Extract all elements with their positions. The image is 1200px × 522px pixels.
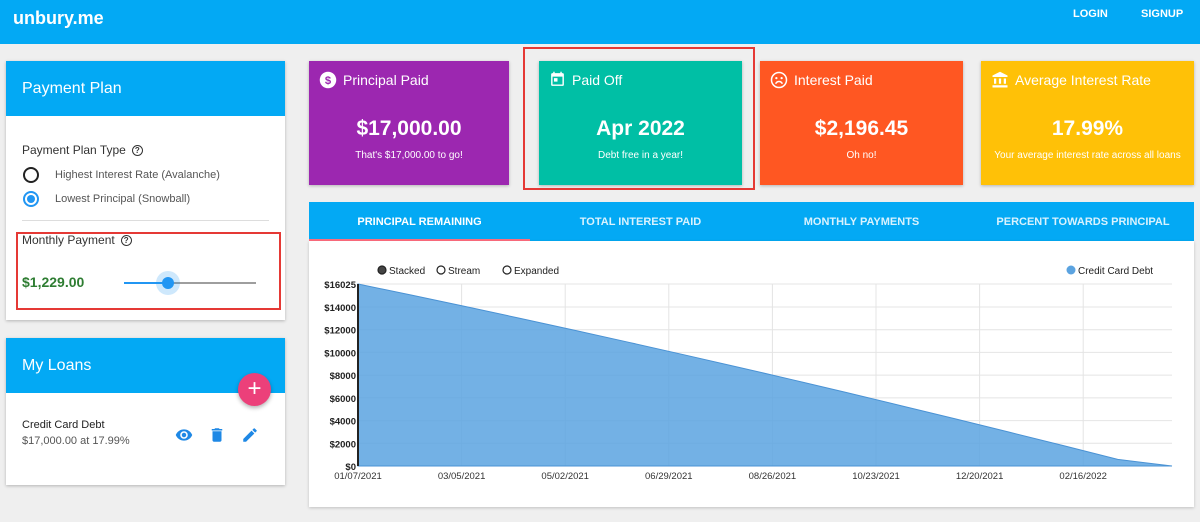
average-interest-sub: Your average interest rate across all lo… <box>994 150 1181 161</box>
average-interest-title: Average Interest Rate <box>1015 72 1151 88</box>
loan-name: Credit Card Debt <box>22 419 105 431</box>
monthly-payment-label: Monthly Payment? <box>22 233 132 247</box>
average-interest-card: Average Interest Rate 17.99% Your averag… <box>981 61 1194 185</box>
radio-snowball[interactable]: Lowest Principal (Snowball) <box>23 191 190 207</box>
eye-icon[interactable] <box>174 426 194 444</box>
payment-plan-type-label: Payment Plan Type? <box>22 143 143 157</box>
top-bar: unbury.me LOGIN SIGNUP <box>0 0 1200 44</box>
radio-avalanche[interactable]: Highest Interest Rate (Avalanche) <box>23 167 220 183</box>
monthly-payment-slider[interactable] <box>124 271 256 295</box>
add-loan-button[interactable]: + <box>238 373 271 406</box>
principal-paid-header: $ Principal Paid <box>319 71 429 89</box>
help-icon[interactable]: ? <box>131 145 143 156</box>
chart-tabs: PRINCIPAL REMAINING TOTAL INTEREST PAID … <box>309 202 1194 241</box>
y-tick-label: $14000 <box>324 303 356 314</box>
signup-link[interactable]: SIGNUP <box>1141 8 1184 20</box>
chart-mode-label-stream[interactable]: Stream <box>448 266 480 277</box>
y-tick-label: $4000 <box>330 417 356 428</box>
payment-plan-type-text: Payment Plan Type <box>22 143 126 157</box>
paid-off-sub: Debt free in a year! <box>597 150 684 161</box>
bank-icon <box>992 71 1008 88</box>
chart-axes: $0 $2000 $4000 $6000 $8000 $10000 $12000 $14000… <box>324 280 1107 482</box>
chart-mode-controls: Stacked Stream Expanded <box>377 265 559 277</box>
x-tick-label: 02/16/2022 <box>1059 471 1107 482</box>
y-tick-label: $10000 <box>324 348 356 359</box>
login-link[interactable]: LOGIN <box>1073 8 1108 20</box>
interest-paid-sub: Oh no! <box>846 150 877 161</box>
help-icon[interactable]: ? <box>120 235 132 246</box>
payment-plan-card: Payment Plan Payment Plan Type? Highest … <box>6 61 285 320</box>
x-tick-label: 08/26/2021 <box>749 471 797 482</box>
interest-paid-value: $2,196.45 <box>814 117 909 140</box>
chart-mode-label-expanded[interactable]: Expanded <box>514 266 559 277</box>
interest-paid-card: Interest Paid $2,196.45 Oh no! <box>760 61 963 185</box>
chart-legend: Credit Card Debt <box>1066 265 1153 277</box>
payment-plan-title: Payment Plan <box>6 61 285 116</box>
monthly-payment-text: Monthly Payment <box>22 233 115 247</box>
interest-paid-title: Interest Paid <box>794 72 873 88</box>
tab-monthly-payments[interactable]: MONTHLY PAYMENTS <box>803 216 920 228</box>
y-tick-label: $12000 <box>324 326 356 337</box>
chart-mode-radio-stream[interactable] <box>436 265 446 275</box>
chart-mode-radio-stacked[interactable] <box>377 265 387 275</box>
slider-thumb[interactable] <box>161 277 174 289</box>
x-tick-label: 03/05/2021 <box>438 471 486 482</box>
y-tick-label: $2000 <box>330 439 356 450</box>
radio-avalanche-label: Highest Interest Rate (Avalanche) <box>55 169 220 181</box>
tab-percent-towards-principal[interactable]: PERCENT TOWARDS PRINCIPAL <box>996 216 1170 228</box>
chart-mode-radio-expanded[interactable] <box>502 265 512 275</box>
area-series-credit-card-debt <box>357 283 1173 467</box>
active-tab-indicator <box>309 239 530 241</box>
principal-paid-card: $ Principal Paid $17,000.00 That's $17,0… <box>309 61 509 185</box>
svg-text:$: $ <box>325 75 332 87</box>
calendar-icon <box>551 71 564 86</box>
x-tick-label: 05/02/2021 <box>541 471 589 482</box>
legend-swatch <box>1066 265 1076 275</box>
principal-paid-sub: That's $17,000.00 to go! <box>355 150 463 161</box>
chart-mode-label-stacked[interactable]: Stacked <box>389 266 425 277</box>
brand-logo[interactable]: unbury.me <box>13 8 104 28</box>
dollar-circle-icon: $ <box>319 71 337 89</box>
y-tick-label: $0 <box>345 462 356 473</box>
loan-detail: $17,000.00 at 17.99% <box>22 435 130 447</box>
trash-icon[interactable] <box>207 426 227 444</box>
monthly-payment-value: $1,229.00 <box>22 274 85 290</box>
paid-off-card: Paid Off Apr 2022 Debt free in a year! <box>539 61 742 185</box>
paid-off-header: Paid Off <box>549 71 622 88</box>
paid-off-value: Apr 2022 <box>596 117 685 140</box>
principal-paid-value: $17,000.00 <box>356 117 462 140</box>
chart-panel: Stacked Stream Expanded Credit Card Debt $… <box>309 241 1194 507</box>
radio-snowball-circle[interactable] <box>23 191 39 207</box>
x-tick-label: 12/20/2021 <box>956 471 1004 482</box>
x-tick-label: 06/29/2021 <box>645 471 693 482</box>
radio-snowball-label: Lowest Principal (Snowball) <box>55 193 191 205</box>
average-interest-value: 17.99% <box>1051 117 1124 140</box>
x-tick-label: 01/07/2021 <box>334 471 382 482</box>
legend-label: Credit Card Debt <box>1078 266 1153 277</box>
principal-remaining-chart: Stacked Stream Expanded Credit Card Debt $… <box>324 265 1173 482</box>
y-tick-label: $16025 <box>324 280 356 291</box>
interest-paid-header: Interest Paid <box>770 71 873 89</box>
average-interest-header: Average Interest Rate <box>991 71 1151 89</box>
slider-fill <box>124 282 168 284</box>
sad-face-icon <box>770 71 788 89</box>
y-tick-label: $8000 <box>330 371 356 382</box>
tab-total-interest-paid[interactable]: TOTAL INTEREST PAID <box>579 216 702 228</box>
edit-icon[interactable] <box>240 426 260 444</box>
principal-paid-title: Principal Paid <box>343 72 429 88</box>
my-loans-card: My Loans Credit Card Debt $17,000.00 at … <box>6 338 285 485</box>
divider <box>22 220 269 221</box>
x-tick-label: 10/23/2021 <box>852 471 900 482</box>
tab-principal-remaining[interactable]: PRINCIPAL REMAINING <box>357 216 482 228</box>
radio-avalanche-circle[interactable] <box>23 167 39 183</box>
chart-area-layer <box>357 283 1173 467</box>
y-tick-label: $6000 <box>330 394 356 405</box>
paid-off-title: Paid Off <box>572 71 623 88</box>
